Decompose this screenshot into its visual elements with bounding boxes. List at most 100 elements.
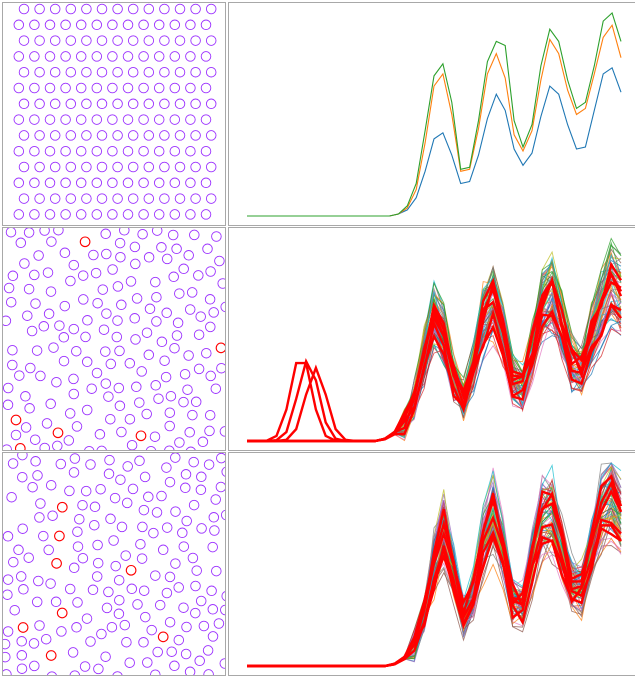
particle [185, 145, 196, 157]
particle [169, 114, 181, 125]
particle [23, 283, 35, 295]
particle [3, 531, 14, 542]
particle [221, 591, 225, 602]
particle [60, 82, 71, 94]
particle-plot-disordered-b [3, 453, 225, 675]
particle [91, 571, 103, 582]
particle [178, 263, 189, 275]
particle [153, 209, 165, 220]
particle [91, 51, 103, 62]
particle [5, 296, 17, 308]
particle [185, 51, 196, 62]
particle [220, 604, 225, 616]
particle [34, 620, 45, 631]
particle [178, 541, 190, 552]
particle [59, 247, 71, 259]
particle [81, 130, 92, 141]
particle [185, 446, 196, 450]
particle [164, 476, 176, 488]
particle [75, 114, 87, 125]
particle [23, 228, 35, 238]
particle [49, 98, 61, 110]
particle [153, 393, 164, 404]
particle [96, 98, 108, 110]
particle [219, 658, 225, 669]
particle [129, 313, 140, 324]
particle [65, 161, 77, 173]
particle [13, 19, 25, 31]
particle [101, 602, 113, 614]
particle [44, 19, 56, 31]
particle [20, 391, 31, 402]
particle [105, 358, 117, 370]
particle [211, 231, 222, 242]
particle [81, 98, 92, 110]
particle [131, 381, 142, 393]
particle [50, 596, 62, 608]
particle [60, 114, 71, 125]
particle [45, 479, 57, 491]
particle [187, 552, 199, 564]
particle [141, 408, 152, 420]
particle [44, 82, 56, 94]
particle [190, 35, 201, 46]
particle [7, 359, 18, 371]
particle [150, 380, 161, 391]
particle [60, 209, 71, 220]
particle [28, 638, 40, 649]
particle [174, 161, 186, 173]
particle [9, 604, 20, 616]
particle [219, 426, 225, 437]
particle [86, 383, 97, 394]
particle [45, 286, 57, 297]
particle [5, 228, 17, 238]
particle [30, 456, 41, 467]
particle [113, 382, 125, 394]
particle [127, 193, 139, 204]
particle [94, 429, 106, 440]
particle [49, 130, 61, 141]
particle [213, 618, 225, 629]
particle [206, 585, 217, 597]
particle-plot-disordered-a [3, 228, 225, 450]
particle [34, 193, 45, 204]
particle [180, 648, 192, 660]
particle [112, 98, 123, 110]
particle [85, 459, 96, 470]
particle [180, 469, 192, 480]
particle [8, 556, 19, 568]
particle [3, 589, 13, 600]
particle [60, 19, 71, 31]
particle [183, 350, 194, 361]
particle [65, 130, 77, 141]
particle [107, 177, 118, 189]
particle [124, 358, 136, 369]
particle [107, 209, 118, 220]
particle [132, 599, 143, 610]
particle [168, 271, 179, 283]
particle [18, 193, 30, 204]
highlighted-particle [56, 501, 68, 513]
particle [174, 66, 186, 78]
particle [77, 270, 89, 281]
particle [48, 342, 59, 353]
particle [33, 250, 44, 261]
trajectory-plot-disordered-b [247, 461, 623, 668]
series-line [247, 66, 622, 217]
particle [90, 267, 102, 279]
particle [135, 538, 146, 550]
particle [68, 323, 80, 335]
particle [92, 297, 103, 309]
particle [196, 523, 207, 534]
particle [126, 439, 138, 450]
particle [107, 145, 118, 157]
particle [195, 484, 207, 496]
highlighted-particle [79, 236, 91, 248]
particle [171, 243, 182, 255]
particle [207, 604, 219, 615]
particle [220, 509, 225, 521]
particle [127, 3, 139, 15]
particle [91, 209, 103, 220]
particle [169, 342, 180, 354]
particle [156, 336, 168, 348]
